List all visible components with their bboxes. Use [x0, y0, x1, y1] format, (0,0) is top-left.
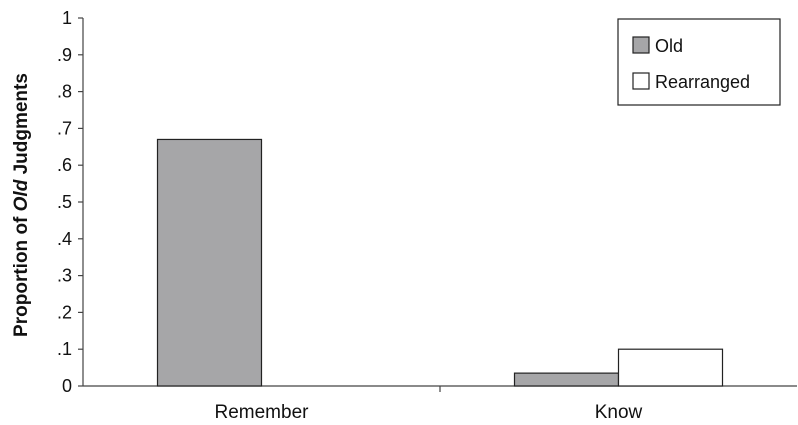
- y-axis-title: Proportion of Old Judgments: [11, 73, 32, 337]
- y-tick-label: .7: [57, 118, 72, 138]
- y-tick-label: .3: [57, 266, 72, 286]
- y-tick-label: .6: [57, 155, 72, 175]
- y-tick-label: .2: [57, 302, 72, 322]
- legend-swatch: [632, 36, 650, 54]
- y-tick-label: .8: [57, 82, 72, 102]
- legend-label: Rearranged: [655, 72, 750, 92]
- bars: [156, 138, 724, 387]
- legend-label: Old: [655, 36, 683, 56]
- y-axis-title-emphasis: Old: [11, 179, 32, 211]
- y-axis-title-part-1: Proportion of: [11, 211, 32, 337]
- y-tick-label: .1: [57, 339, 72, 359]
- bar: [156, 138, 263, 387]
- bar: [513, 372, 620, 387]
- y-tick-label: 0: [62, 376, 72, 396]
- y-axis: 0 .1 .2 .3 .4 .5 .6 .7 .8 .9 1: [57, 8, 84, 396]
- y-tick-label: 1: [62, 8, 72, 28]
- x-axis: Remember Know: [83, 385, 797, 423]
- legend: Old Rearranged: [617, 18, 781, 106]
- legend-swatch: [632, 72, 650, 90]
- y-tick-label: .5: [57, 192, 72, 212]
- legend-box: [617, 18, 781, 106]
- x-category-label: Remember: [215, 402, 310, 423]
- x-category-label: Know: [595, 402, 643, 423]
- y-tick-label: .4: [57, 229, 72, 249]
- y-tick-label: .9: [57, 45, 72, 65]
- y-axis-title-part-2: Judgments: [11, 73, 32, 180]
- bar: [617, 348, 724, 387]
